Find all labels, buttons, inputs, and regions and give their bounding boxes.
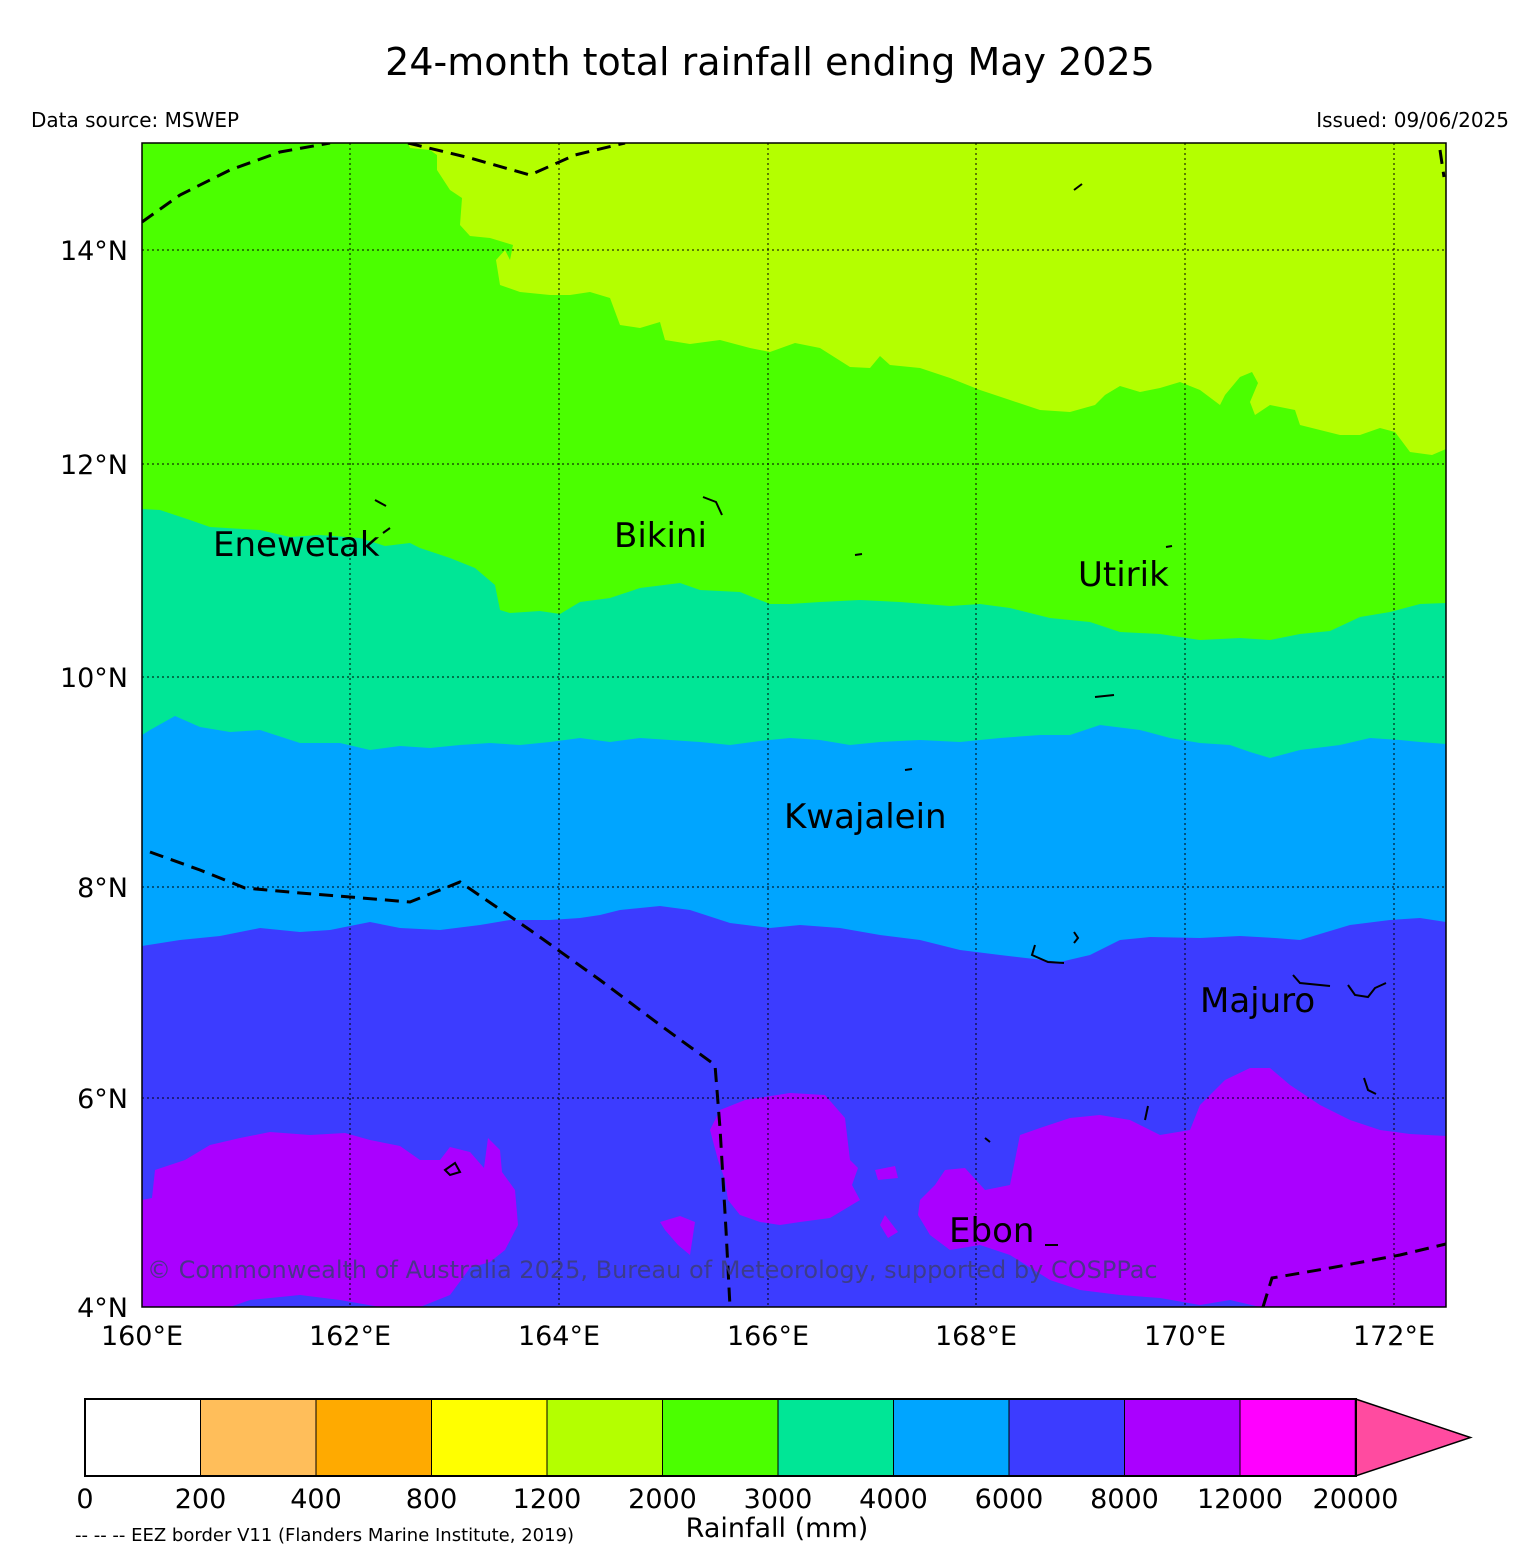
lon-label-172e: 172°E (1353, 1321, 1435, 1352)
colorbar-tick-label: 400 (290, 1484, 342, 1515)
lon-label-168e: 168°E (935, 1321, 1017, 1352)
place-label-enewetak: Enewetak (213, 525, 380, 565)
colorbar-cell (1239, 1398, 1356, 1477)
lat-label-10n: 10°N (60, 663, 128, 694)
issued-date: Issued: 09/06/2025 (1316, 108, 1509, 132)
lat-label-14n: 14°N (60, 236, 128, 267)
lon-label-162e: 162°E (309, 1321, 391, 1352)
colorbar-tick-label: 0 (76, 1484, 93, 1515)
band-12000-20000-west (142, 1132, 518, 1307)
colorbar-cell (662, 1398, 779, 1477)
place-label-majuro: Majuro (1200, 981, 1315, 1021)
colorbar-cell (777, 1398, 894, 1477)
colorbar-title: Rainfall (mm) (686, 1513, 869, 1544)
colorbar-cell (546, 1398, 663, 1477)
lon-label-170e: 170°E (1144, 1321, 1226, 1352)
lat-label-4n: 4°N (77, 1293, 128, 1324)
lat-label-8n: 8°N (77, 873, 128, 904)
colorbar-tick-label: 2000 (628, 1484, 697, 1515)
island-outlines (374, 183, 1387, 1246)
colorbar-tick-label: 3000 (744, 1484, 813, 1515)
colorbar-cell (1008, 1398, 1125, 1477)
lon-label-160e: 160°E (101, 1321, 183, 1352)
colorbar-cell (200, 1398, 317, 1477)
band-12000-20000-east (918, 1068, 1446, 1307)
colorbar-cell (84, 1398, 201, 1477)
place-label-kwajalein: Kwajalein (784, 797, 947, 837)
place-label-bikini: Bikini (614, 516, 707, 556)
colorbar-cell (1124, 1398, 1241, 1477)
colorbar-cell (431, 1398, 548, 1477)
colorbar-cell (315, 1398, 432, 1477)
eez-border-note: -- -- -- EEZ border V11 (Flanders Marine… (75, 1525, 574, 1546)
graticule (142, 143, 1446, 1307)
eez-borders (142, 143, 1446, 1307)
colorbar-tick-label: 200 (175, 1484, 227, 1515)
place-label-ebon: Ebon (949, 1211, 1034, 1251)
colorbar-tick-label: 800 (406, 1484, 458, 1515)
band-12000-20000-small (660, 1166, 898, 1255)
colorbar-tick-label: 1200 (513, 1484, 582, 1515)
place-label-utirik: Utirik (1078, 555, 1169, 595)
lon-label-166e: 166°E (727, 1321, 809, 1352)
map-frame (141, 142, 1447, 1308)
lat-label-6n: 6°N (77, 1084, 128, 1115)
colorbar-tick-label: 6000 (975, 1484, 1044, 1515)
map-title: 24-month total rainfall ending May 2025 (385, 40, 1155, 84)
lat-label-12n: 12°N (60, 450, 128, 481)
colorbar-tick-label: 12000 (1197, 1484, 1283, 1515)
colorbar-extend-arrow (1354, 1397, 1473, 1478)
colorbar-ticks: 0 200 400 800 1200 2000 3000 4000 6000 8000 12000 2… (76, 1484, 1398, 1515)
band-12000-20000-central (710, 1093, 860, 1225)
colorbar-tick-label: 8000 (1090, 1484, 1159, 1515)
colorbar-cells (84, 1397, 1473, 1478)
copyright-watermark: © Commonwealth of Australia 2025, Bureau… (147, 1256, 1158, 1284)
rainfall-fill (142, 143, 1446, 1307)
colorbar-tick-label: 4000 (859, 1484, 928, 1515)
lon-label-164e: 164°E (518, 1321, 600, 1352)
band-2000-3000 (408, 143, 1446, 455)
data-source: Data source: MSWEP (31, 108, 240, 132)
colorbar-tick-label: 20000 (1313, 1484, 1399, 1515)
colorbar-cell (893, 1398, 1010, 1477)
colorbar-frame (84, 1398, 1357, 1477)
